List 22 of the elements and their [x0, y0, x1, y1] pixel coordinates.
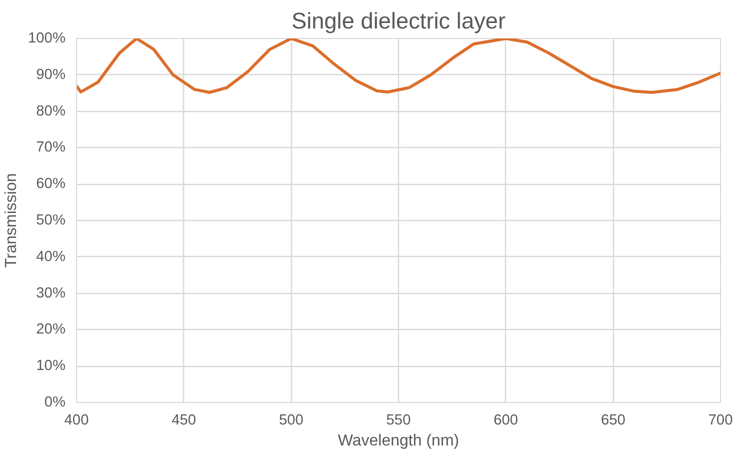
x-tick-label: 400 — [64, 412, 89, 428]
x-tick-label: 700 — [708, 412, 733, 428]
y-axis-title: Transmission — [3, 173, 20, 268]
y-tick-label: 60% — [36, 176, 66, 192]
y-tick-label: 0% — [44, 394, 66, 410]
line-series — [76, 38, 720, 94]
y-tick-label: 20% — [36, 322, 66, 338]
x-tick-label: 450 — [172, 412, 196, 428]
y-tick-label: 50% — [36, 212, 66, 228]
y-tick-label: 40% — [36, 248, 66, 265]
y-tick-label: 100% — [28, 30, 66, 46]
x-tick-label: 500 — [278, 412, 304, 428]
chart-title: Single dielectric layer — [291, 8, 506, 34]
y-tick-label: 30% — [36, 285, 66, 302]
x-axis-title: Wavelength (nm) — [338, 432, 460, 450]
y-tick-label: 10% — [36, 358, 66, 374]
x-tick-label: 650 — [600, 412, 626, 428]
y-tick-label: 90% — [36, 66, 66, 83]
x-tick-label: 550 — [386, 412, 411, 428]
y-tick-label: 80% — [36, 103, 66, 120]
y-tick-label: 70% — [36, 140, 66, 156]
x-tick-label: 600 — [494, 412, 518, 428]
